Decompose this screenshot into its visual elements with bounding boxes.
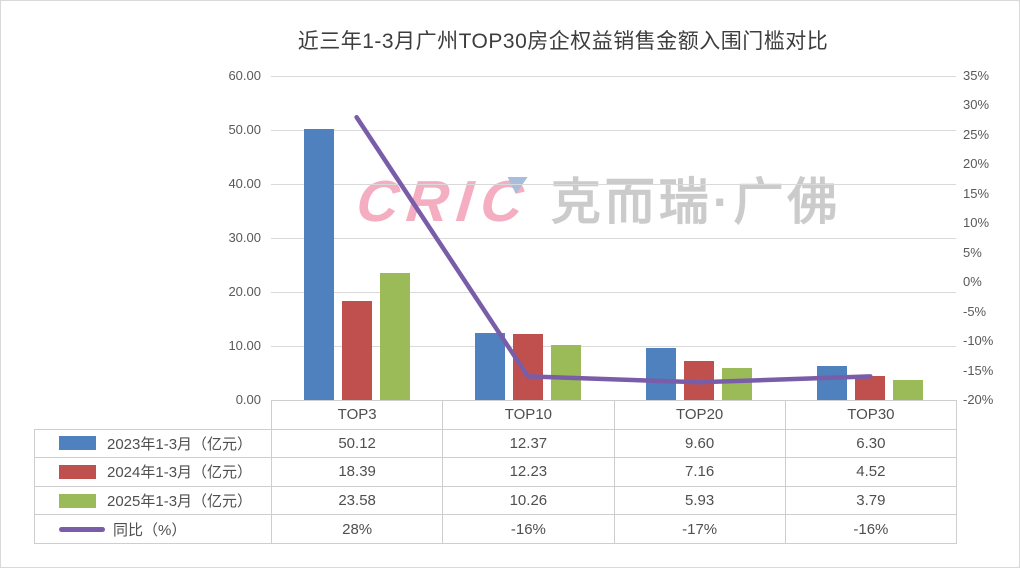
right-axis-tick-label: 35% [963, 68, 990, 83]
table-header-row: TOP3 TOP10 TOP20 TOP30 [34, 400, 958, 430]
legend-cell: 2024年1-3月（亿元） [34, 457, 272, 487]
right-axis-tick-label: -15% [963, 362, 994, 378]
legend-label: 同比（%） [113, 521, 187, 539]
value-cell-TOP20: 7.16 [613, 457, 786, 487]
value-cell-TOP10: 12.37 [442, 428, 615, 459]
right-axis-tick-label: 20% [963, 156, 990, 172]
value-cell-TOP30: 3.79 [784, 485, 958, 516]
gridline [271, 237, 956, 239]
data-table-with-legend: TOP3 TOP10 TOP20 TOP30 2023年1-3月（亿元） 50.12 12.… [34, 400, 958, 544]
line-swatch-icon [59, 526, 105, 532]
value-cell-TOP20: -17% [613, 514, 786, 544]
table-corner-blank [34, 400, 272, 430]
bar-TOP20-1 [646, 348, 677, 400]
value-cell-TOP3: 50.12 [270, 428, 444, 459]
left-axis-tick-label: 40.00 [228, 176, 261, 191]
right-axis-tick-label: 10% [963, 215, 990, 231]
value-cell-TOP3: 23.58 [270, 485, 444, 516]
right-axis-tick-label: 5% [963, 244, 982, 260]
bar-swatch-icon [59, 464, 96, 479]
bar-TOP10-3 [550, 344, 581, 400]
left-axis-tick-label: 30.00 [228, 230, 261, 245]
column-header-TOP30: TOP30 [784, 400, 958, 430]
value-cell-TOP10: 12.23 [442, 457, 615, 487]
table-row: 2025年1-3月（亿元） 23.58 10.26 5.93 3.79 [34, 485, 958, 516]
yoy-line-series [354, 114, 873, 385]
value-cell-TOP30: 4.52 [784, 457, 958, 487]
data-table: TOP3 TOP10 TOP20 TOP30 2023年1-3月（亿元） 50.12 12.… [34, 400, 958, 544]
right-axis-tick-label: 0% [963, 274, 982, 290]
left-axis-tick-label: 20.00 [228, 284, 261, 299]
bar-TOP30-3 [893, 379, 924, 400]
column-header-TOP20: TOP20 [613, 400, 786, 430]
value-cell-TOP3: 28% [270, 514, 444, 544]
value-cell-TOP20: 5.93 [613, 485, 786, 516]
right-percent-axis: 35% 30% 25% 20% 15% 10% 5% 0% -5% -10% -15% -20% [963, 68, 1013, 407]
table-row: 同比（%） 28% -16% -17% -16% [34, 514, 958, 544]
bar-TOP3-1 [303, 129, 334, 400]
bar-TOP3-2 [341, 300, 372, 400]
value-cell-TOP10: -16% [442, 514, 615, 544]
bar-TOP3-3 [379, 272, 410, 400]
bar-TOP10-1 [474, 333, 505, 400]
gridline [271, 291, 956, 293]
value-cell-TOP30: 6.30 [784, 428, 958, 459]
value-cell-TOP20: 9.60 [613, 428, 786, 459]
right-axis-tick-label: 30% [963, 97, 990, 113]
left-axis-tick-label: 10.00 [228, 338, 261, 353]
bar-swatch-icon [59, 436, 96, 451]
right-axis-tick-label: -5% [963, 303, 987, 319]
right-axis-tick-label: 15% [963, 185, 990, 201]
gridline [271, 183, 956, 185]
legend-cell: 同比（%） [34, 514, 272, 544]
watermark: CRIC 克而瑞·广佛 [354, 169, 842, 234]
right-axis-tick-label: -20% [963, 392, 994, 407]
chart-title: 近三年1-3月广州TOP30房企权益销售金额入围门槛对比 [297, 30, 829, 53]
right-axis-tick-label: 25% [963, 126, 990, 142]
legend-cell: 2025年1-3月（亿元） [34, 485, 272, 516]
left-value-axis: 0.00 10.00 20.00 30.00 40.00 50.00 60.00 [1, 68, 261, 407]
legend-label: 2024年1-3月（亿元） [107, 464, 253, 482]
watermark-text: 克而瑞·广佛 [550, 174, 842, 230]
right-axis-tick-label: -10% [963, 333, 994, 349]
legend-label: 2025年1-3月（亿元） [107, 493, 253, 511]
bar-TOP30-1 [817, 365, 848, 400]
gridline [271, 129, 956, 131]
table-row: 2024年1-3月（亿元） 18.39 12.23 7.16 4.52 [34, 457, 958, 487]
legend-cell: 2023年1-3月（亿元） [34, 428, 272, 459]
bar-TOP20-3 [722, 367, 753, 400]
bar-TOP30-2 [855, 375, 886, 400]
gridline [271, 399, 956, 401]
plot-area [271, 75, 956, 401]
value-cell-TOP30: -16% [784, 514, 958, 544]
value-cell-TOP10: 10.26 [442, 485, 615, 516]
left-axis-tick-label: 60.00 [228, 68, 261, 83]
gridline [271, 75, 956, 77]
bar-swatch-icon [59, 493, 96, 508]
table-row: 2023年1-3月（亿元） 50.12 12.37 9.60 6.30 [34, 428, 958, 459]
column-header-TOP10: TOP10 [442, 400, 615, 430]
left-axis-tick-label: 50.00 [228, 122, 261, 137]
value-cell-TOP3: 18.39 [270, 457, 444, 487]
legend-label: 2023年1-3月（亿元） [107, 435, 253, 453]
gridline [271, 345, 956, 347]
bar-TOP10-2 [512, 333, 543, 400]
column-header-TOP3: TOP3 [270, 400, 444, 430]
